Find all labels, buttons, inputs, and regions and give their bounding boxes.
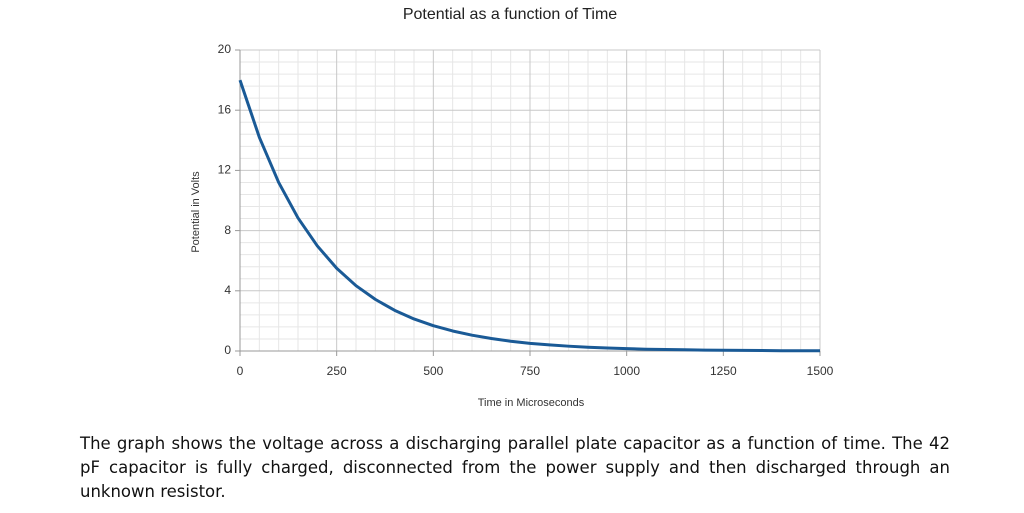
y-tick-label: 20 (218, 42, 232, 56)
caption: The graph shows the voltage across a dis… (80, 434, 950, 501)
chart-title: Potential as a function of Time (403, 6, 617, 23)
x-tick-label: 500 (423, 364, 443, 378)
x-tick-label: 750 (520, 364, 540, 378)
y-axis-label: Potential in Volts (190, 171, 202, 253)
chart: Potential as a function of Time Time in … (190, 6, 834, 409)
x-tick-label: 1000 (613, 364, 640, 378)
x-tick-label: 1250 (710, 364, 737, 378)
y-tick-label: 8 (224, 223, 231, 237)
y-tick-label: 12 (218, 163, 232, 177)
x-axis-label: Time in Microseconds (478, 397, 585, 409)
y-tick-label: 0 (224, 343, 231, 357)
y-tick-label: 4 (224, 283, 231, 297)
x-tick-label: 1500 (807, 364, 834, 378)
y-tick-label: 16 (218, 102, 232, 116)
x-tick-label: 0 (237, 364, 244, 378)
x-tick-label: 250 (327, 364, 347, 378)
data-line (238, 79, 820, 353)
